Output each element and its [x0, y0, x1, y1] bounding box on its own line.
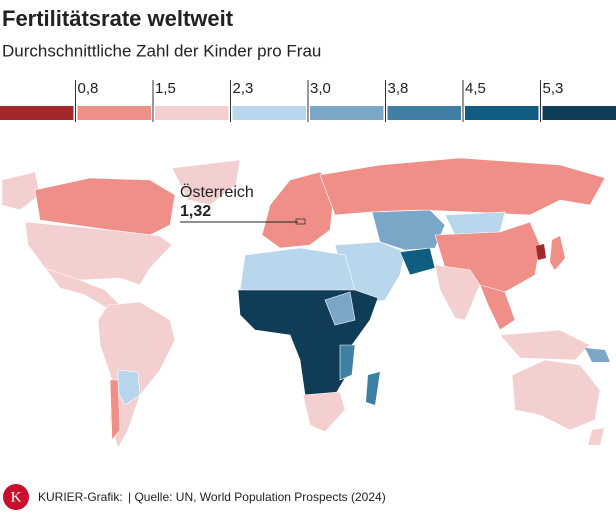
- source: | Quelle: UN, World Population Prospects…: [128, 490, 386, 504]
- world-map: [1, 157, 610, 449]
- region: [302, 391, 346, 433]
- region: [444, 211, 506, 236]
- region: [434, 264, 481, 321]
- region: [109, 379, 121, 441]
- region: [399, 247, 436, 276]
- legend-swatch: [310, 106, 384, 120]
- region: [319, 157, 606, 216]
- legend-label: 1,5: [155, 80, 176, 97]
- region: [324, 291, 356, 326]
- legend-swatch: [232, 106, 306, 120]
- region: [585, 348, 610, 362]
- region: [499, 329, 591, 361]
- region: [339, 344, 356, 381]
- credit: KURIER-Grafik:: [38, 490, 123, 504]
- legend-label: 0,8: [78, 80, 99, 97]
- annotation-value: 1,32: [180, 203, 211, 220]
- legend-label: 3,8: [388, 80, 409, 97]
- region: [550, 236, 565, 270]
- legend-label: 5,3: [543, 80, 564, 97]
- region: [366, 372, 380, 405]
- region: [1, 171, 41, 211]
- legend-swatch: [465, 106, 539, 120]
- region: [536, 244, 546, 260]
- region: [34, 177, 176, 236]
- annotation-label: Österreich: [180, 183, 254, 201]
- region: [479, 284, 516, 331]
- subtitle: Durchschnittliche Zahl der Kinder pro Fr…: [2, 41, 321, 60]
- footer: K KURIER-Grafik: | Quelle: UN, World Pop…: [3, 484, 386, 510]
- logo-letter: K: [11, 489, 22, 505]
- legend-swatch: [155, 106, 229, 120]
- annotation: Österreich 1,32: [180, 183, 306, 225]
- region: [239, 247, 356, 293]
- legend-swatch: [542, 106, 616, 120]
- legend: 0,8 1,5 2,3 3,0 3,8 4,5 5,3: [0, 80, 616, 122]
- legend-swatch: [387, 106, 461, 120]
- legend-label: 3,0: [310, 80, 331, 97]
- legend-label: 2,3: [233, 80, 254, 97]
- logo: [3, 484, 29, 510]
- region: [171, 159, 241, 206]
- legend-swatch: [0, 106, 74, 120]
- region: [588, 428, 604, 445]
- region: [511, 359, 601, 431]
- region: [24, 221, 173, 286]
- region: [237, 289, 379, 396]
- legend-label: 4,5: [465, 80, 486, 97]
- legend-swatch: [77, 106, 151, 120]
- title: Fertilitätsrate weltweit: [2, 6, 234, 31]
